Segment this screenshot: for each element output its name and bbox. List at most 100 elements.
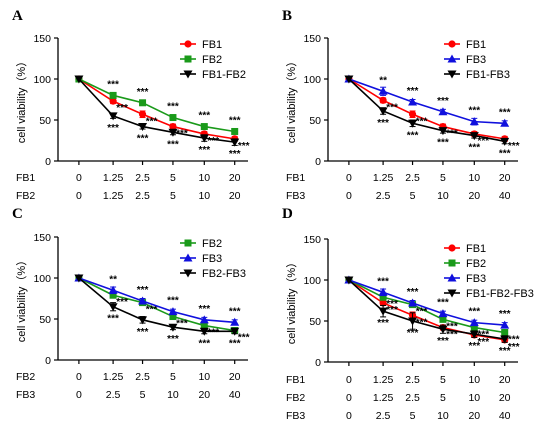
legend-marker <box>183 70 193 79</box>
legend-label: FB3 <box>466 54 486 66</box>
dose-row-label: FB3 <box>286 190 305 202</box>
significance-stars: *** <box>416 116 428 127</box>
series-fb1-fb3: *** *** *** *** *** <box>344 75 511 159</box>
data-point <box>231 127 239 135</box>
dose-value: 0 <box>76 190 82 202</box>
data-point <box>501 328 509 336</box>
dose-value: 0 <box>76 389 82 401</box>
dose-value: 1.25 <box>373 392 394 404</box>
data-point <box>438 325 448 334</box>
significance-stars: *** <box>137 327 149 338</box>
data-point <box>344 75 354 84</box>
legend-marker <box>447 273 457 282</box>
dose-value: 10 <box>198 190 210 202</box>
y-tick-label: 50 <box>309 316 321 328</box>
data-point <box>168 323 178 332</box>
data-point <box>500 118 510 127</box>
dose-value: 20 <box>229 371 241 383</box>
dose-value: 2.5 <box>135 172 150 184</box>
data-point <box>379 299 387 307</box>
panel-label: B <box>282 8 292 24</box>
series-line <box>78 78 235 133</box>
data-point <box>344 276 354 285</box>
significance-stars: *** <box>407 328 419 339</box>
y-tick-label: 0 <box>315 156 321 168</box>
legend-item: FB2 <box>180 54 222 66</box>
significance-stars: *** <box>167 296 179 307</box>
series-fb2: ************ *** <box>345 276 520 345</box>
significance-stars: *** <box>499 309 511 320</box>
dose-value: 0 <box>346 392 352 404</box>
data-point <box>169 313 177 321</box>
dose-value: 0 <box>346 410 352 422</box>
series-fb2-fb3: *** *** *** *** *** <box>74 274 241 349</box>
dose-value: 2.5 <box>405 392 420 404</box>
data-point <box>408 317 418 326</box>
dose-value: 20 <box>229 190 241 202</box>
series-line <box>78 277 235 333</box>
y-tick-label: 100 <box>303 275 321 287</box>
dose-value: 40 <box>229 389 241 401</box>
legend-marker <box>448 259 456 267</box>
series-line <box>348 279 505 334</box>
dose-value: 2.5 <box>405 172 420 184</box>
data-point <box>199 315 209 324</box>
dose-value: 5 <box>170 190 176 202</box>
significance-stars: ** <box>379 75 387 86</box>
significance-stars: *** <box>386 305 398 316</box>
dose-value: 1.25 <box>103 172 124 184</box>
dose-row-label: FB2 <box>16 371 35 383</box>
significance-stars: *** <box>508 334 520 345</box>
dose-row-label: FB3 <box>16 389 35 401</box>
significance-stars: *** <box>167 139 179 150</box>
significance-stars: *** <box>229 306 241 317</box>
y-tick-label: 0 <box>45 156 51 168</box>
dose-value: 5 <box>410 410 416 422</box>
dose-value: 10 <box>167 389 179 401</box>
legend-label: FB1-FB2-FB3 <box>466 288 534 300</box>
legend-marker <box>447 54 457 63</box>
dose-value: 5 <box>440 392 446 404</box>
legend-item: FB1 <box>444 39 486 51</box>
data-point <box>109 91 117 99</box>
dose-value: 10 <box>468 172 480 184</box>
significance-stars: *** <box>407 86 419 97</box>
significance-stars: *** <box>146 305 158 316</box>
legend-marker <box>448 244 456 252</box>
dose-value: 10 <box>198 371 210 383</box>
significance-stars: *** <box>238 141 250 152</box>
dose-value: 5 <box>140 389 146 401</box>
dose-value: 0 <box>346 374 352 386</box>
y-axis-label: cell viability（%） <box>285 257 298 344</box>
y-tick-label: 100 <box>303 74 321 86</box>
data-point <box>138 110 147 118</box>
data-point <box>139 99 147 107</box>
data-point <box>500 137 510 146</box>
dose-value: 1.25 <box>103 371 124 383</box>
data-point <box>168 128 178 137</box>
legend-item: FB3 <box>444 273 486 285</box>
series-line <box>78 277 235 332</box>
significance-stars: *** <box>229 338 241 349</box>
data-point <box>378 107 388 116</box>
significance-stars: *** <box>499 107 511 118</box>
legend-item: FB3 <box>444 54 486 66</box>
significance-stars: *** <box>107 314 119 325</box>
significance-stars: *** <box>468 106 480 117</box>
significance-stars: *** <box>377 318 389 329</box>
series-line <box>78 78 235 140</box>
data-point <box>230 327 240 336</box>
data-point <box>408 119 418 128</box>
significance-stars: *** <box>386 299 398 310</box>
series-line <box>348 78 505 125</box>
significance-stars: *** <box>437 96 449 107</box>
dose-value: 10 <box>437 190 449 202</box>
data-point <box>438 127 448 136</box>
data-point <box>408 110 417 118</box>
significance-stars: *** <box>416 307 428 318</box>
significance-stars: *** <box>137 87 149 98</box>
dose-value: 1.25 <box>373 172 394 184</box>
significance-stars: *** <box>446 321 458 332</box>
legend-label: FB1 <box>466 39 486 51</box>
